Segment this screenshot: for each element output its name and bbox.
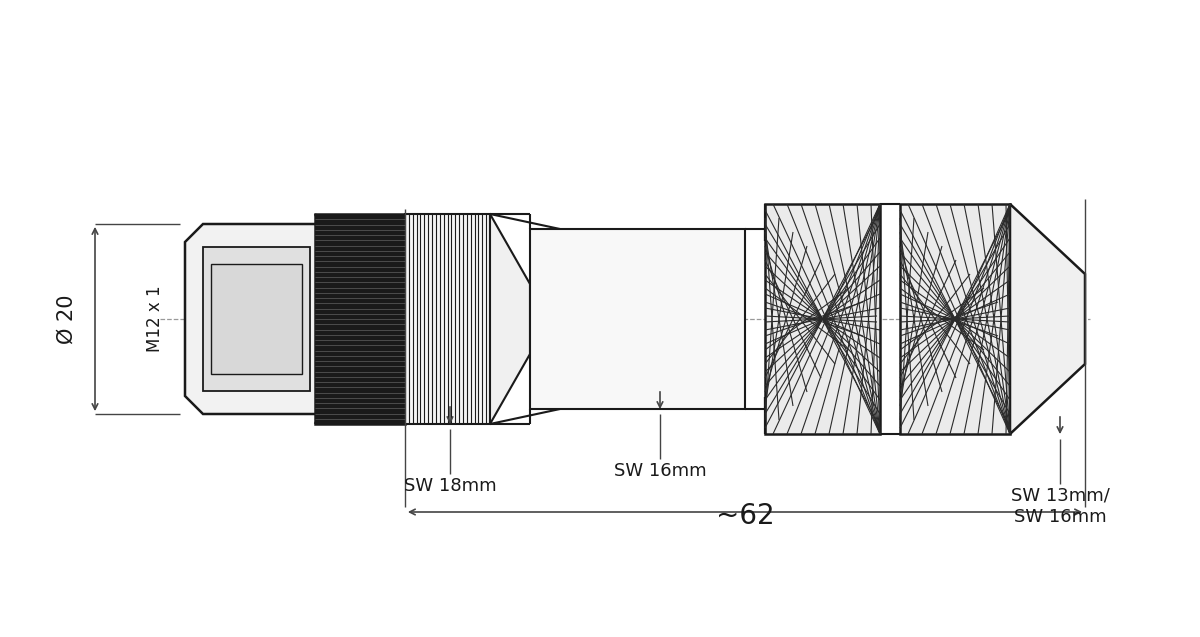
Bar <box>530 229 745 409</box>
Text: ~62: ~62 <box>715 502 774 530</box>
Polygon shape <box>185 224 320 414</box>
Bar <box>900 204 1010 434</box>
Text: SW 16mm: SW 16mm <box>613 462 707 480</box>
Text: SW 18mm: SW 18mm <box>403 477 497 495</box>
Polygon shape <box>490 214 530 424</box>
Text: Ø 20: Ø 20 <box>58 294 77 344</box>
Text: M12 x 1: M12 x 1 <box>146 285 164 352</box>
Bar <box>314 214 406 424</box>
Polygon shape <box>1010 204 1085 434</box>
Text: SW 13mm/
SW 16mm: SW 13mm/ SW 16mm <box>1010 487 1110 526</box>
Polygon shape <box>406 214 490 424</box>
Bar <box>211 264 302 374</box>
Bar <box>766 204 880 434</box>
Bar <box>203 247 310 391</box>
